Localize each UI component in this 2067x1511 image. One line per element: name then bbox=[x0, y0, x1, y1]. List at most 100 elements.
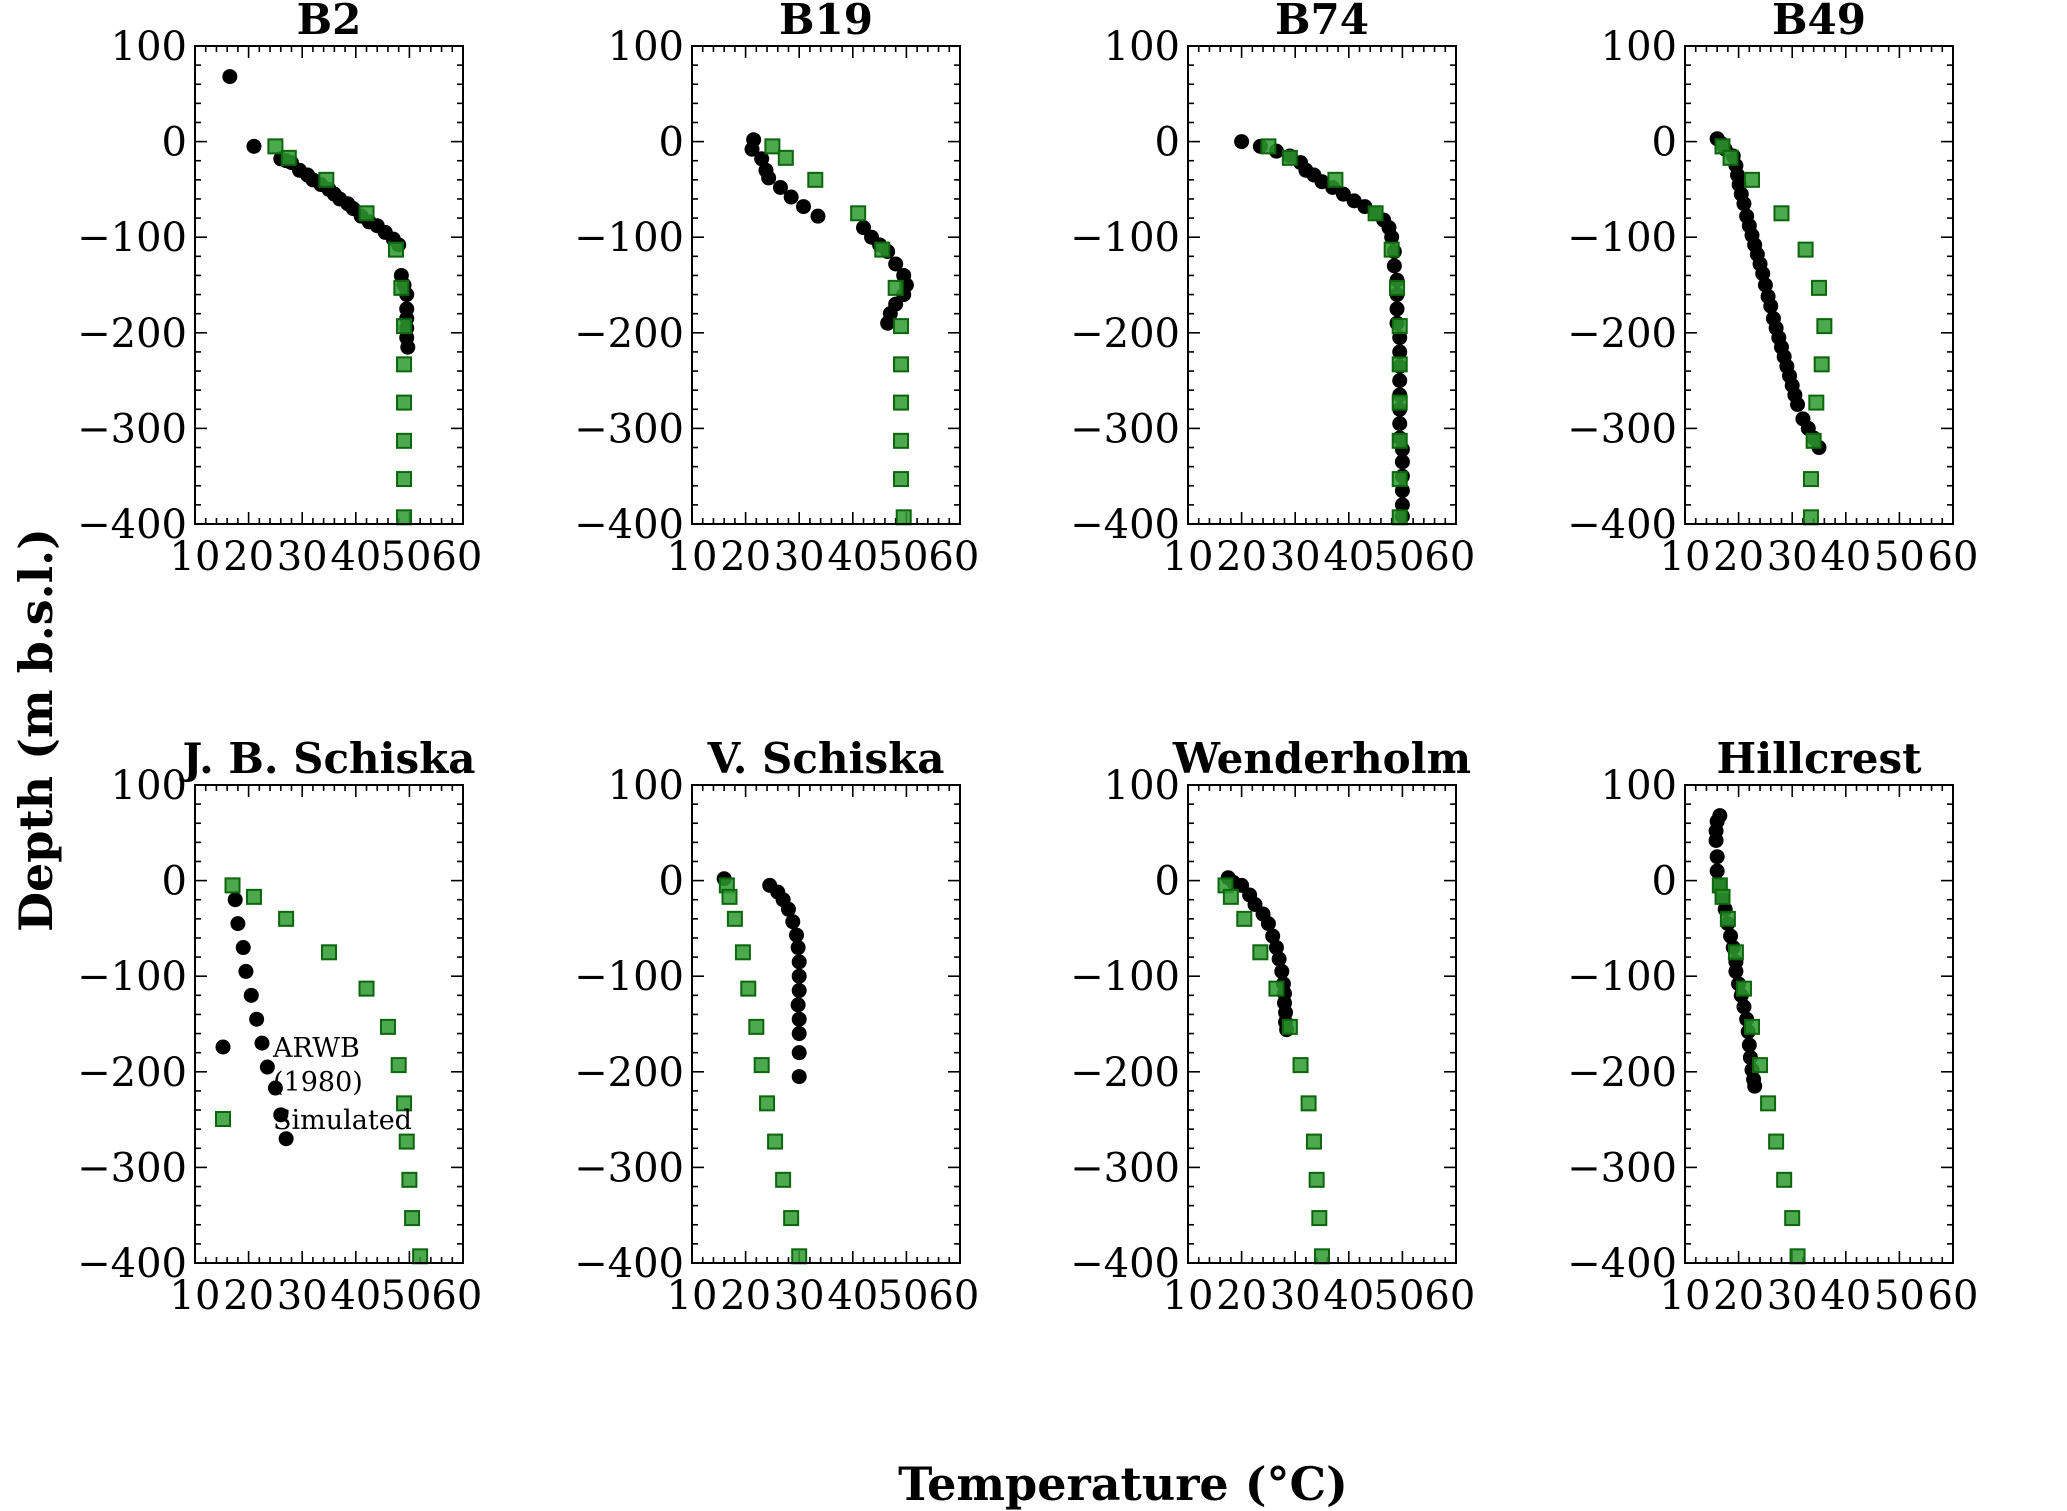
simulated-point bbox=[1236, 910, 1253, 927]
axes-frame bbox=[1187, 784, 1457, 1264]
x-tick-label: 40 bbox=[827, 534, 878, 580]
simulated-point bbox=[1292, 1057, 1309, 1074]
observed-point bbox=[1392, 344, 1408, 360]
x-tick-label: 40 bbox=[1820, 1273, 1871, 1319]
simulated-point bbox=[764, 138, 781, 155]
simulated-point bbox=[1260, 138, 1277, 155]
observed-point bbox=[1394, 497, 1410, 513]
simulated-point bbox=[1311, 1210, 1328, 1227]
simulated-point bbox=[1389, 279, 1406, 296]
x-tick-label: 30 bbox=[1767, 1273, 1818, 1319]
y-tick-label: 0 bbox=[1652, 120, 1677, 166]
observed-point bbox=[1708, 832, 1724, 848]
simulated-point bbox=[280, 149, 297, 166]
x-tick-label: 60 bbox=[1928, 1273, 1979, 1319]
x-tick-label: 5060 bbox=[878, 534, 980, 580]
observed-point bbox=[1755, 266, 1771, 282]
x-tick-label: 30 bbox=[277, 534, 328, 580]
y-tick-label: −300 bbox=[1567, 1145, 1677, 1191]
panel-1: B19 10 20 30 40 5060 100 0 −100 −200 −300 −400 bbox=[574, 0, 979, 580]
simulated-point bbox=[1768, 1133, 1785, 1150]
series-observed bbox=[744, 132, 914, 331]
simulated-point bbox=[1784, 1210, 1801, 1227]
simulated-point bbox=[321, 944, 337, 961]
y-tick-label: −400 bbox=[1070, 502, 1180, 548]
observed-point bbox=[744, 141, 760, 157]
observed-point bbox=[238, 963, 254, 979]
observed-point bbox=[249, 1011, 265, 1027]
x-tick-label: 10 bbox=[667, 534, 718, 580]
observed-point bbox=[791, 983, 807, 999]
observed-point bbox=[1265, 928, 1281, 944]
simulated-point bbox=[1305, 1133, 1322, 1150]
y-tick-label: −300 bbox=[1070, 1145, 1180, 1191]
simulated-point bbox=[390, 1057, 407, 1074]
observed-point bbox=[222, 69, 238, 85]
observed-point bbox=[1394, 454, 1410, 470]
simulated-point bbox=[396, 356, 413, 373]
x-tick-label: 10 bbox=[1163, 534, 1214, 580]
y-tick-label: 0 bbox=[1652, 859, 1677, 905]
observed-point bbox=[1741, 1037, 1757, 1053]
x-tick-label: 30 bbox=[277, 1273, 328, 1319]
observed-point bbox=[235, 940, 251, 956]
observed-point bbox=[783, 189, 799, 205]
y-tick-label: 100 bbox=[608, 24, 684, 70]
simulated-point bbox=[396, 1095, 413, 1112]
observed-point bbox=[243, 987, 259, 1003]
simulated-point bbox=[1744, 171, 1760, 188]
x-tick-label: 10 bbox=[1163, 1273, 1214, 1319]
panel-title: J. B. Schiska bbox=[179, 734, 476, 783]
simulated-point bbox=[396, 471, 413, 488]
x-tick-label: 20 bbox=[1216, 1273, 1267, 1319]
simulated-point bbox=[1314, 1248, 1330, 1265]
simulated-point bbox=[1367, 205, 1384, 222]
x-tick-label: 10 bbox=[170, 1273, 221, 1319]
simulated-point bbox=[396, 318, 413, 335]
observed-point bbox=[754, 151, 770, 167]
panel-5: V. Schiska 10 20 30 40 5060 100 0 −100 −200 −300 −4… bbox=[574, 734, 979, 1319]
observed-point bbox=[400, 339, 416, 355]
observed-point bbox=[791, 1026, 807, 1042]
axes-frame bbox=[1187, 45, 1457, 525]
y-tick-label: −300 bbox=[77, 1145, 187, 1191]
simulated-point bbox=[396, 432, 413, 449]
observed-point bbox=[772, 179, 788, 195]
simulated-point bbox=[224, 877, 241, 894]
simulated-point bbox=[1383, 241, 1400, 258]
x-tick-label: 20 bbox=[1713, 1273, 1764, 1319]
simulated-point bbox=[1773, 205, 1790, 222]
observed-point bbox=[791, 1011, 807, 1027]
series-simulated bbox=[1714, 138, 1833, 526]
y-tick-label: −400 bbox=[1567, 502, 1677, 548]
legend-simulated-label: Simulated bbox=[273, 1105, 412, 1136]
simulated-point bbox=[893, 318, 910, 335]
observed-point bbox=[1709, 849, 1725, 865]
x-tick-label: 30 bbox=[1767, 534, 1818, 580]
observed-point bbox=[785, 914, 801, 930]
x-tick-label: 5060 bbox=[1374, 1273, 1476, 1319]
x-tick-label: 5060 bbox=[381, 534, 483, 580]
simulated-point bbox=[1391, 432, 1408, 449]
observed-point bbox=[1757, 277, 1773, 293]
series-simulated bbox=[1711, 877, 1806, 1265]
observed-point bbox=[227, 892, 243, 908]
observed-point bbox=[1763, 298, 1779, 314]
simulated-point bbox=[1391, 394, 1408, 411]
x-tick-label: 20 bbox=[223, 1273, 274, 1319]
y-tick-label: 0 bbox=[1155, 120, 1180, 166]
ticks bbox=[1684, 784, 1954, 1264]
x-tick-label: 40 bbox=[330, 534, 381, 580]
series-simulated bbox=[718, 877, 808, 1265]
panel-title: B49 bbox=[1772, 0, 1866, 44]
series-observed bbox=[227, 892, 294, 1147]
y-tick-label: 0 bbox=[659, 120, 684, 166]
simulated-point bbox=[740, 980, 757, 997]
observed-point bbox=[810, 208, 826, 224]
x-tick-label: 10 bbox=[667, 1273, 718, 1319]
simulated-point bbox=[1789, 1248, 1806, 1265]
simulated-point bbox=[1727, 944, 1744, 961]
panel-6: Wenderholm 10 20 30 40 5060 100 0 −100 −200 −300 −4… bbox=[1070, 734, 1475, 1319]
simulated-point bbox=[1752, 1057, 1769, 1074]
